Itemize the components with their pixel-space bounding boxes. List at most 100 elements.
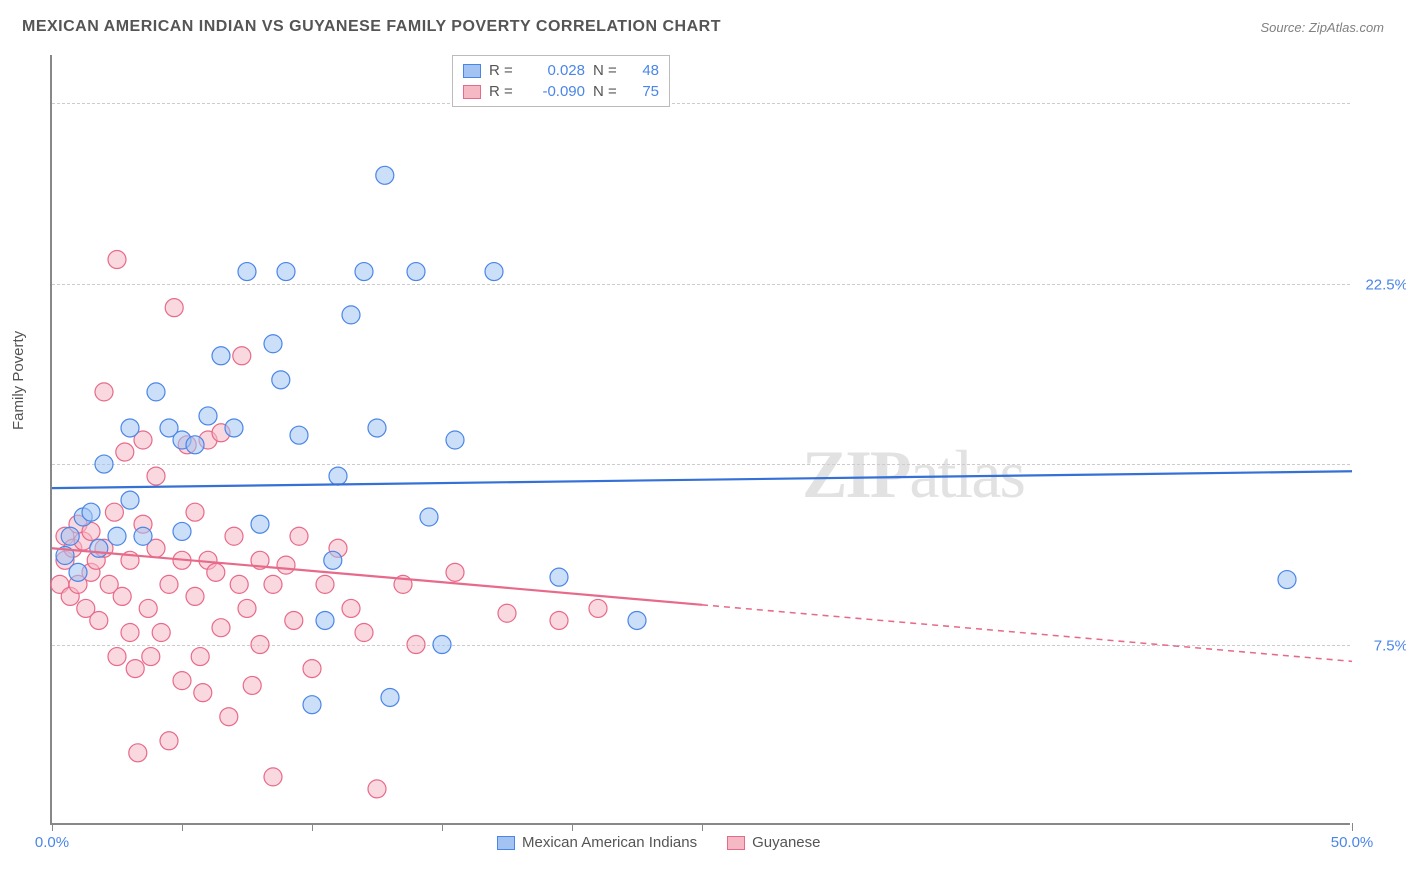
chart-title: MEXICAN AMERICAN INDIAN VS GUYANESE FAMI…: [22, 18, 721, 36]
r-value-pink: -0.090: [525, 83, 585, 100]
legend-label-blue: Mexican American Indians: [522, 834, 697, 851]
data-point: [589, 599, 607, 617]
data-point: [90, 539, 108, 557]
n-value-blue: 48: [629, 62, 659, 79]
data-point: [303, 660, 321, 678]
data-point: [233, 347, 251, 365]
x-tick: [52, 823, 53, 831]
data-point: [230, 575, 248, 593]
data-point: [550, 611, 568, 629]
data-point: [420, 508, 438, 526]
data-point: [290, 527, 308, 545]
data-point: [225, 527, 243, 545]
data-point: [446, 563, 464, 581]
data-point: [108, 648, 126, 666]
data-point: [376, 166, 394, 184]
data-point: [1278, 571, 1296, 589]
data-point: [90, 611, 108, 629]
data-point: [285, 611, 303, 629]
data-point: [342, 306, 360, 324]
data-point: [105, 503, 123, 521]
data-point: [199, 407, 217, 425]
data-point: [212, 619, 230, 637]
data-point: [251, 515, 269, 533]
data-point: [446, 431, 464, 449]
data-point: [139, 599, 157, 617]
data-point: [147, 467, 165, 485]
data-point: [207, 563, 225, 581]
data-point: [243, 676, 261, 694]
data-point: [277, 556, 295, 574]
source-attribution: Source: ZipAtlas.com: [1260, 20, 1384, 35]
x-tick: [442, 823, 443, 831]
series-legend: Mexican American Indians Guyanese: [497, 834, 820, 851]
data-point: [407, 636, 425, 654]
data-point: [272, 371, 290, 389]
legend-swatch-pink: [727, 836, 745, 850]
data-point: [186, 587, 204, 605]
data-point: [61, 527, 79, 545]
legend-swatch-blue: [497, 836, 515, 850]
data-point: [238, 599, 256, 617]
data-point: [355, 263, 373, 281]
data-point: [212, 347, 230, 365]
x-tick: [1352, 823, 1353, 831]
data-point: [121, 491, 139, 509]
data-point: [329, 467, 347, 485]
data-point: [485, 263, 503, 281]
n-value-pink: 75: [629, 83, 659, 100]
data-point: [264, 575, 282, 593]
data-point: [290, 426, 308, 444]
data-point: [316, 611, 334, 629]
x-tick: [182, 823, 183, 831]
r-value-blue: 0.028: [525, 62, 585, 79]
data-point: [152, 624, 170, 642]
legend-label-pink: Guyanese: [752, 834, 820, 851]
data-point: [116, 443, 134, 461]
data-point: [194, 684, 212, 702]
plot-area: ZIPatlas 7.5%22.5% 0.0%50.0% R = 0.028 N…: [50, 55, 1350, 825]
data-point: [121, 624, 139, 642]
x-tick-label: 50.0%: [1331, 834, 1374, 851]
data-point: [173, 522, 191, 540]
data-point: [264, 768, 282, 786]
x-tick: [572, 823, 573, 831]
correlation-stats-box: R = 0.028 N = 48 R = -0.090 N = 75: [452, 55, 670, 107]
data-point: [238, 263, 256, 281]
data-point: [368, 419, 386, 437]
data-point: [134, 527, 152, 545]
data-point: [82, 503, 100, 521]
data-point: [550, 568, 568, 586]
data-point: [628, 611, 646, 629]
scatter-svg: [52, 55, 1350, 823]
y-tick-label: 22.5%: [1365, 276, 1406, 293]
data-point: [160, 575, 178, 593]
swatch-blue: [463, 64, 481, 78]
regression-line: [52, 548, 702, 605]
data-point: [142, 648, 160, 666]
data-point: [220, 708, 238, 726]
data-point: [186, 503, 204, 521]
data-point: [95, 383, 113, 401]
data-point: [129, 744, 147, 762]
regression-line-dashed: [702, 605, 1352, 662]
data-point: [251, 636, 269, 654]
data-point: [160, 732, 178, 750]
data-point: [121, 419, 139, 437]
swatch-pink: [463, 85, 481, 99]
data-point: [191, 648, 209, 666]
y-axis-label: Family Poverty: [10, 331, 27, 430]
data-point: [113, 587, 131, 605]
x-tick: [312, 823, 313, 831]
data-point: [303, 696, 321, 714]
data-point: [108, 251, 126, 269]
regression-line: [52, 471, 1352, 488]
x-tick-label: 0.0%: [35, 834, 69, 851]
data-point: [277, 263, 295, 281]
data-point: [95, 455, 113, 473]
data-point: [342, 599, 360, 617]
data-point: [186, 436, 204, 454]
data-point: [108, 527, 126, 545]
y-tick-label: 7.5%: [1374, 637, 1406, 654]
data-point: [316, 575, 334, 593]
